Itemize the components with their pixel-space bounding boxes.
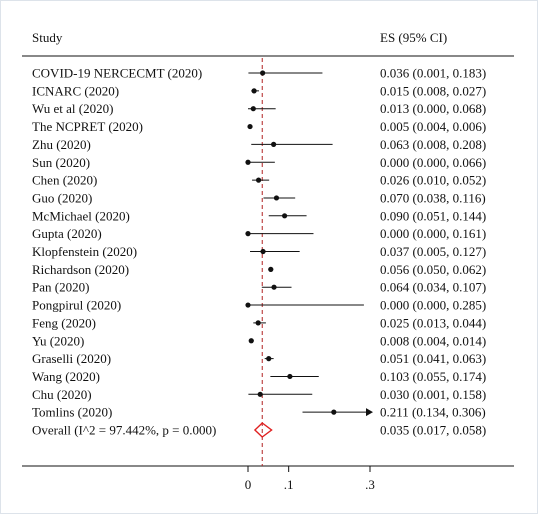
study-ci-text: 0.056 (0.050, 0.062) — [380, 262, 486, 277]
study-label: Sun (2020) — [32, 155, 90, 170]
point-estimate — [257, 391, 263, 397]
study-label: Wang (2020) — [32, 369, 100, 384]
study-label: McMichael (2020) — [32, 208, 130, 223]
study-label: Richardson (2020) — [32, 262, 129, 277]
point-estimate — [260, 248, 266, 255]
study-ci-text: 0.005 (0.004, 0.006) — [380, 119, 486, 134]
x-tick-label: 0 — [245, 477, 252, 492]
point-estimate — [245, 231, 251, 237]
study-label: The NCPRET (2020) — [32, 119, 143, 134]
study-ci-text: 0.000 (0.000, 0.161) — [380, 226, 486, 241]
study-label: Guo (2020) — [32, 190, 92, 205]
study-ci-text: 0.000 (0.000, 0.066) — [380, 155, 486, 170]
study-label: Graselli (2020) — [32, 351, 111, 366]
point-estimate — [271, 141, 277, 147]
study-label: Wu et al (2020) — [32, 101, 113, 116]
point-estimate — [251, 88, 257, 94]
point-estimate — [245, 302, 251, 308]
study-ci-text: 0.030 (0.001, 0.158) — [380, 387, 486, 402]
study-ci-text: 0.008 (0.004, 0.014) — [380, 333, 486, 348]
x-tick-label: .1 — [284, 477, 294, 492]
study-ci-text: 0.211 (0.134, 0.306) — [380, 405, 486, 420]
study-ci-text: 0.015 (0.008, 0.027) — [380, 83, 486, 98]
point-estimate — [271, 284, 277, 290]
point-estimate — [248, 338, 254, 344]
study-label: Pongpirul (2020) — [32, 298, 121, 313]
study-label: Chu (2020) — [32, 387, 92, 402]
x-tick-label: .3 — [365, 477, 375, 492]
point-estimate — [273, 195, 280, 201]
study-label: Feng (2020) — [32, 315, 96, 330]
point-estimate — [266, 356, 272, 362]
overall-label: Overall (I^2 = 97.442%, p = 0.000) — [32, 423, 216, 438]
study-ci-text: 0.036 (0.001, 0.183) — [380, 66, 486, 81]
point-estimate — [287, 373, 293, 380]
study-ci-text: 0.026 (0.010, 0.052) — [380, 173, 486, 188]
study-ci-text: 0.064 (0.034, 0.107) — [380, 280, 486, 295]
study-label: Pan (2020) — [32, 280, 89, 295]
study-ci-text: 0.000 (0.000, 0.285) — [380, 298, 486, 313]
point-estimate — [268, 266, 274, 272]
study-ci-text: 0.025 (0.013, 0.044) — [380, 315, 486, 330]
header-study: Study — [32, 30, 63, 45]
point-estimate — [245, 159, 251, 165]
study-ci-text: 0.090 (0.051, 0.144) — [380, 208, 486, 223]
study-label: Tomlins (2020) — [32, 405, 112, 420]
point-estimate — [282, 213, 288, 219]
study-ci-text: 0.051 (0.041, 0.063) — [380, 351, 486, 366]
study-label: ICNARC (2020) — [32, 83, 119, 98]
study-label: COVID-19 NERCECMT (2020) — [32, 66, 202, 81]
point-estimate — [255, 320, 261, 326]
overall-diamond — [253, 422, 273, 438]
study-label: Zhu (2020) — [32, 137, 91, 152]
study-label: Chen (2020) — [32, 173, 97, 188]
study-label: Gupta (2020) — [32, 226, 102, 241]
study-ci-text: 0.013 (0.000, 0.068) — [380, 101, 486, 116]
header-es: ES (95% CI) — [380, 30, 447, 45]
study-ci-text: 0.070 (0.038, 0.116) — [380, 190, 486, 205]
study-label: Klopfenstein (2020) — [32, 244, 137, 259]
study-label: Yu (2020) — [32, 333, 84, 348]
study-ci-text: 0.063 (0.008, 0.208) — [380, 137, 486, 152]
plot-layer: COVID-19 NERCECMT (2020) 0.036 (0.001, 0.… — [32, 58, 486, 492]
point-estimate — [247, 123, 253, 130]
study-ci-text: 0.103 (0.055, 0.174) — [380, 369, 486, 384]
point-estimate — [260, 70, 266, 76]
overall-ci-text: 0.035 (0.017, 0.058) — [380, 423, 486, 438]
study-ci-text: 0.037 (0.005, 0.127) — [380, 244, 486, 259]
point-estimate — [331, 409, 337, 415]
point-estimate — [255, 177, 262, 183]
point-estimate — [250, 106, 256, 112]
ci-arrow — [366, 408, 374, 417]
